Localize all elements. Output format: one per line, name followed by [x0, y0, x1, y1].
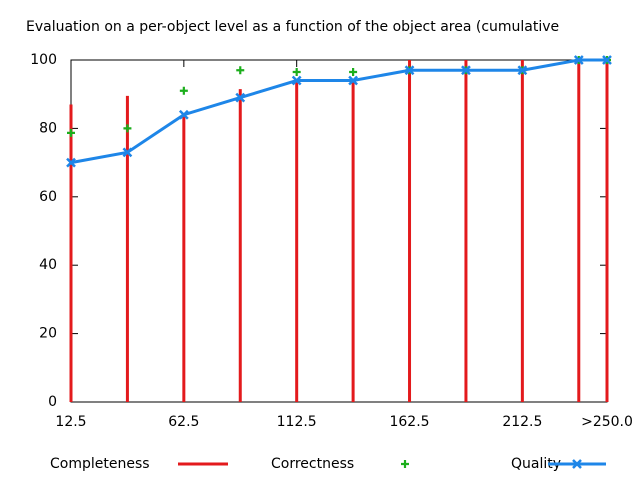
point — [573, 55, 584, 65]
point — [602, 55, 612, 65]
legend-label: Quality — [511, 456, 561, 472]
point — [66, 157, 76, 168]
y-tick-label: 40 — [39, 257, 57, 273]
point — [461, 65, 471, 76]
point — [517, 65, 528, 76]
y-tick-label: 0 — [48, 394, 57, 410]
point — [404, 65, 415, 76]
legend-label: Correctness — [271, 456, 354, 472]
x-tick-label: 212.5 — [502, 414, 542, 430]
x-tick-label: >250.0 — [581, 414, 633, 430]
legend-swatch — [572, 459, 582, 469]
x-tick-label: 62.5 — [168, 414, 199, 430]
point — [236, 66, 245, 75]
y-tick-label: 100 — [30, 52, 57, 68]
y-tick-label: 80 — [39, 120, 57, 136]
point — [348, 75, 358, 86]
x-tick-label: 12.5 — [55, 414, 86, 430]
point — [349, 67, 358, 76]
point — [235, 92, 246, 103]
point — [292, 67, 301, 76]
legend-swatch — [401, 460, 409, 468]
chart-title: Evaluation on a per-object level as a fu… — [26, 19, 559, 35]
point — [291, 75, 302, 86]
point — [179, 86, 188, 95]
point — [67, 128, 75, 137]
x-tick-label: 162.5 — [389, 414, 429, 430]
point — [178, 109, 189, 120]
y-tick-label: 20 — [39, 326, 57, 342]
x-tick-label: 112.5 — [277, 414, 317, 430]
point — [122, 147, 133, 158]
y-tick-label: 60 — [39, 189, 57, 205]
legend-label: Completeness — [50, 456, 150, 472]
point — [123, 124, 132, 133]
